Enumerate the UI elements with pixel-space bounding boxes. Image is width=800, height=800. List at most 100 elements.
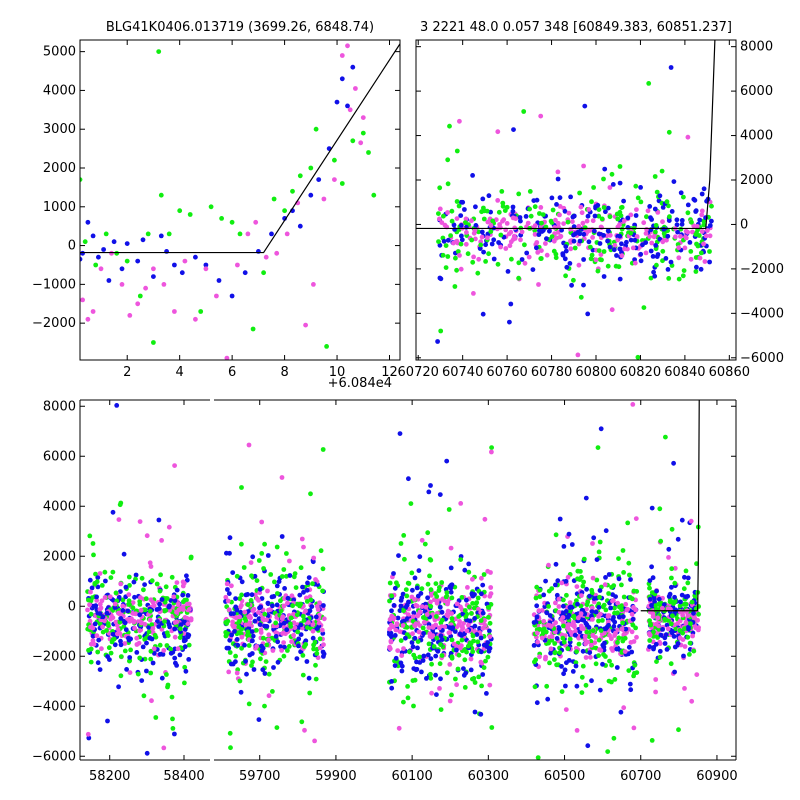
bottom-point-blue — [244, 671, 249, 677]
bottom-point-green — [401, 699, 406, 705]
bottom-point-blue — [105, 654, 110, 659]
bottom-point-green — [573, 660, 579, 665]
top-right-point-blue — [674, 222, 680, 228]
bottom-x-tick-label: 60700 — [620, 769, 661, 784]
top-right-point-blue — [619, 241, 624, 247]
bottom-point-blue — [321, 603, 326, 608]
bottom-point-green — [300, 613, 306, 619]
bottom-point-blue — [662, 641, 668, 646]
bottom-point-blue — [467, 618, 473, 624]
bottom-point-magenta — [466, 623, 471, 628]
top-right-point-green — [553, 255, 559, 261]
bottom-point-blue — [172, 598, 178, 603]
top-left-point — [237, 231, 243, 237]
bottom-point-green — [409, 570, 415, 576]
top-right-point-green — [445, 181, 451, 187]
bottom-point-green — [262, 541, 267, 547]
bottom-point-magenta — [317, 600, 322, 606]
bottom-point-blue — [274, 602, 280, 608]
bottom-point-magenta — [260, 616, 266, 621]
bottom-point-blue — [121, 551, 127, 557]
bottom-point-green — [586, 634, 592, 639]
top-left-point — [172, 262, 177, 268]
top-right-point-green — [701, 222, 707, 228]
top-right-point-green — [571, 277, 576, 283]
bottom-point-green — [273, 620, 279, 626]
bottom-point-green — [574, 598, 579, 603]
bottom-point-blue — [614, 646, 620, 652]
bottom-point-magenta — [609, 636, 614, 642]
bottom-point-green — [261, 635, 266, 641]
bottom-point-magenta — [576, 635, 582, 641]
top-right-point-green — [707, 249, 712, 254]
top-left-point — [316, 177, 322, 183]
bottom-point-green — [127, 583, 132, 588]
top-left-point — [90, 309, 96, 314]
bottom-point-blue — [434, 692, 439, 697]
bottom-point-green — [626, 560, 632, 566]
bottom-point-blue — [553, 582, 558, 588]
top-right-point-magenta — [632, 260, 638, 266]
bottom-point-blue — [410, 644, 416, 650]
top-left-point — [156, 49, 162, 54]
bottom-point-green — [449, 616, 455, 621]
bottom-point-blue — [597, 588, 603, 593]
bottom-point-magenta — [682, 686, 687, 691]
bottom-point-magenta — [456, 622, 462, 627]
bottom-point-blue — [686, 626, 691, 632]
bottom-point-green — [274, 725, 280, 730]
bottom-point-green — [571, 613, 577, 619]
top-right-point-magenta — [575, 352, 581, 358]
top-right-point-blue — [603, 209, 608, 215]
bottom-point-green — [404, 632, 410, 637]
bottom-point-magenta — [410, 631, 415, 637]
top-right-point-blue — [562, 256, 568, 262]
bottom-point-blue — [412, 575, 418, 581]
top-right-point-blue — [651, 269, 656, 275]
top-right-point-blue — [562, 208, 568, 214]
bottom-point-green — [236, 630, 242, 635]
bottom-point-magenta — [310, 628, 316, 634]
bottom-point-blue — [653, 641, 659, 647]
bottom-point-green — [291, 574, 297, 580]
bottom-point-green — [437, 661, 443, 667]
bottom-point-magenta — [224, 581, 230, 587]
bottom-point-green — [126, 598, 132, 604]
bottom-point-magenta — [694, 672, 700, 677]
bottom-point-magenta — [487, 682, 493, 688]
top-left-point — [140, 237, 146, 243]
bottom-point-blue — [425, 595, 430, 601]
bottom-point-magenta — [144, 533, 150, 539]
bottom-point-blue — [480, 610, 486, 616]
top-left-point — [269, 231, 274, 237]
top-right-point-blue — [452, 227, 457, 232]
top-right-x-tick-label: 60720 — [398, 365, 439, 380]
top-right-point-blue — [554, 202, 559, 207]
bottom-point-blue — [681, 653, 686, 659]
bottom-point-magenta — [303, 608, 308, 614]
bottom-point-blue — [232, 629, 237, 634]
top-right-point-green — [617, 164, 623, 169]
bottom-point-green — [428, 557, 434, 563]
bottom-point-magenta — [655, 615, 661, 621]
bottom-point-magenta — [289, 593, 295, 599]
bottom-point-blue — [438, 633, 444, 639]
top-right-point-green — [635, 195, 641, 201]
top-right-point-magenta — [439, 220, 445, 226]
top-left-point — [135, 301, 141, 307]
top-right-point-blue — [648, 248, 654, 254]
top-right-point-blue — [549, 195, 555, 201]
bottom-point-blue — [116, 684, 121, 690]
bottom-x-tick-label: 59700 — [239, 769, 280, 784]
top-left-x-tick-label: 4 — [176, 365, 184, 380]
bottom-x-tick-label: 60500 — [544, 769, 585, 784]
top-right-point-blue — [640, 242, 645, 248]
top-right-point-magenta — [647, 234, 653, 239]
bottom-point-green — [647, 585, 652, 591]
bottom-point-blue — [589, 678, 594, 684]
top-right-point-magenta — [643, 250, 649, 256]
bottom-point-magenta — [107, 594, 113, 600]
top-left-x-offset: +6.084e4 — [328, 376, 392, 391]
bottom-point-magenta — [482, 516, 488, 522]
bottom-point-blue — [226, 645, 232, 651]
